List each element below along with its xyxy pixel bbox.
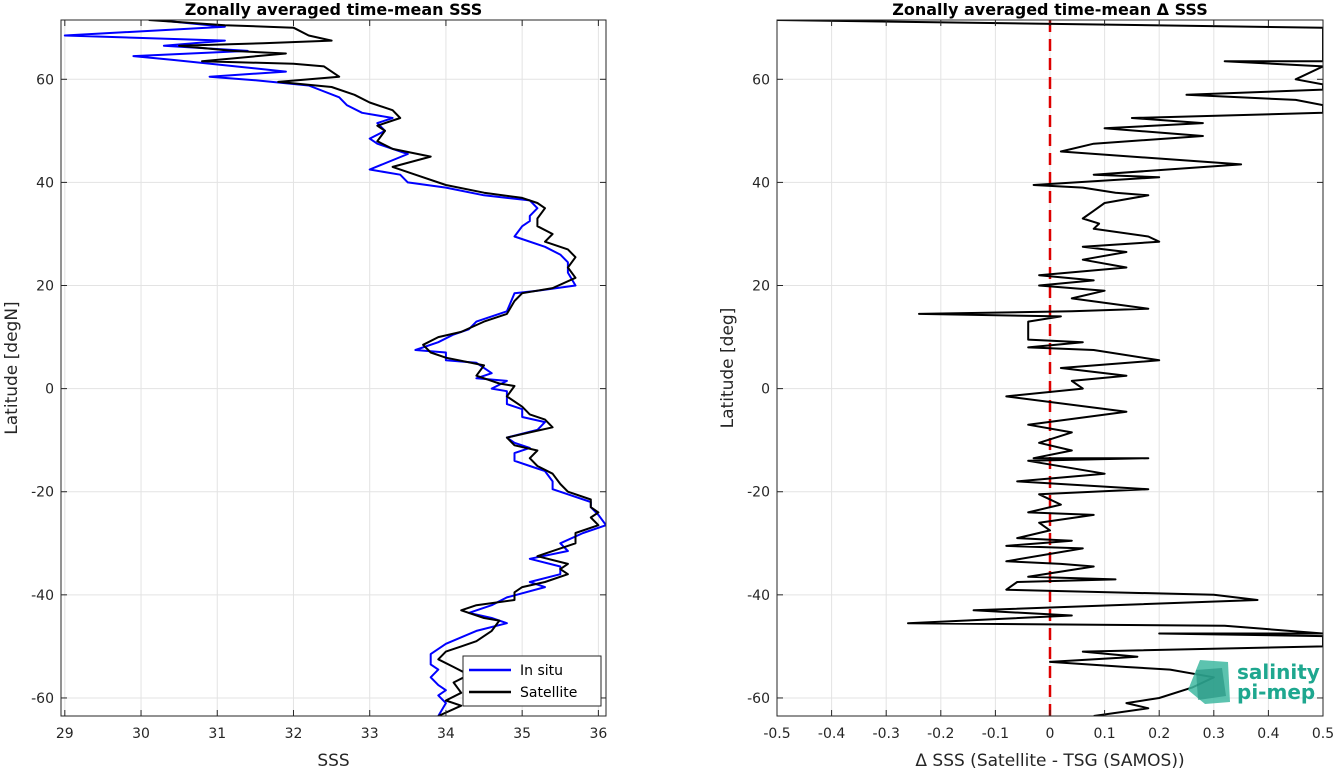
y-tick-label: 40 xyxy=(36,175,54,191)
legend-label-satellite: Satellite xyxy=(520,685,577,701)
x-axis-label: Δ SSS (Satellite - TSG (SAMOS)) xyxy=(915,751,1184,769)
x-tick-label: -0.1 xyxy=(982,726,1009,742)
y-tick-label: 20 xyxy=(752,279,770,295)
y-tick-label: -40 xyxy=(747,588,770,604)
x-tick-label: -0.4 xyxy=(818,726,845,742)
legend-label-in-situ: In situ xyxy=(520,663,563,679)
x-tick-label: 0.1 xyxy=(1093,726,1115,742)
x-tick-label: 34 xyxy=(437,726,455,742)
y-axis-label: Latitude [degN] xyxy=(2,301,22,434)
y-tick-label: 40 xyxy=(752,175,770,191)
logo-text-pi-mep: pi-mep xyxy=(1237,680,1315,704)
logo-text-salinity: salinity xyxy=(1237,660,1320,684)
x-axis-label: SSS xyxy=(317,751,349,769)
x-tick-label: 33 xyxy=(361,726,379,742)
x-tick-label: 29 xyxy=(56,726,74,742)
series-satellite-line xyxy=(148,20,600,716)
chart-panel-1: 29 30 31 32 33 34 35 36 -60 -40 -20 0 20 40 60 Zonally … xyxy=(2,0,607,769)
chart-title: Zonally averaged time-mean SSS xyxy=(185,0,483,19)
x-tick-label: 0.2 xyxy=(1148,726,1170,742)
y-tick-label: -40 xyxy=(31,588,54,604)
series-delta-sss-line xyxy=(777,20,1323,716)
x-tick-label: 36 xyxy=(589,726,607,742)
y-tick-label: -20 xyxy=(31,485,54,501)
x-tick-label: 35 xyxy=(513,726,531,742)
series-in-situ-line xyxy=(63,20,606,716)
x-tick-label: 31 xyxy=(208,726,226,742)
legend-box xyxy=(462,655,602,707)
x-tick-label: 32 xyxy=(285,726,303,742)
x-tick-label: 0.3 xyxy=(1203,726,1225,742)
y-tick-label: -60 xyxy=(31,691,54,707)
chart-title: Zonally averaged time-mean Δ SSS xyxy=(892,0,1208,19)
y-tick-label: 60 xyxy=(36,72,54,88)
y-tick-label: 20 xyxy=(36,279,54,295)
y-tick-label: -20 xyxy=(747,485,770,501)
x-tick-label: -0.5 xyxy=(763,726,790,742)
plot-area xyxy=(61,20,606,716)
x-tick-label: 0.5 xyxy=(1312,726,1334,742)
axes-frame xyxy=(60,19,607,717)
logo-mark-shade-icon xyxy=(1196,668,1226,700)
y-tick-label: -60 xyxy=(747,691,770,707)
legend: In situ Satellite xyxy=(462,655,602,707)
y-tick-label: 60 xyxy=(752,72,770,88)
y-tick-label: 0 xyxy=(761,382,770,398)
x-tick-label: 0.4 xyxy=(1257,726,1279,742)
y-tick-label: 0 xyxy=(45,382,54,398)
chart-panel-2: -0.5 -0.4 -0.3 -0.2 -0.1 0 0.1 0.2 0.3 0.4 0.5 -60 -… xyxy=(718,0,1334,769)
x-tick-label: 30 xyxy=(132,726,150,742)
x-tick-label: 0 xyxy=(1046,726,1055,742)
x-tick-label: -0.2 xyxy=(927,726,954,742)
y-axis-label: Latitude [deg] xyxy=(718,308,738,429)
x-tick-label: -0.3 xyxy=(873,726,900,742)
